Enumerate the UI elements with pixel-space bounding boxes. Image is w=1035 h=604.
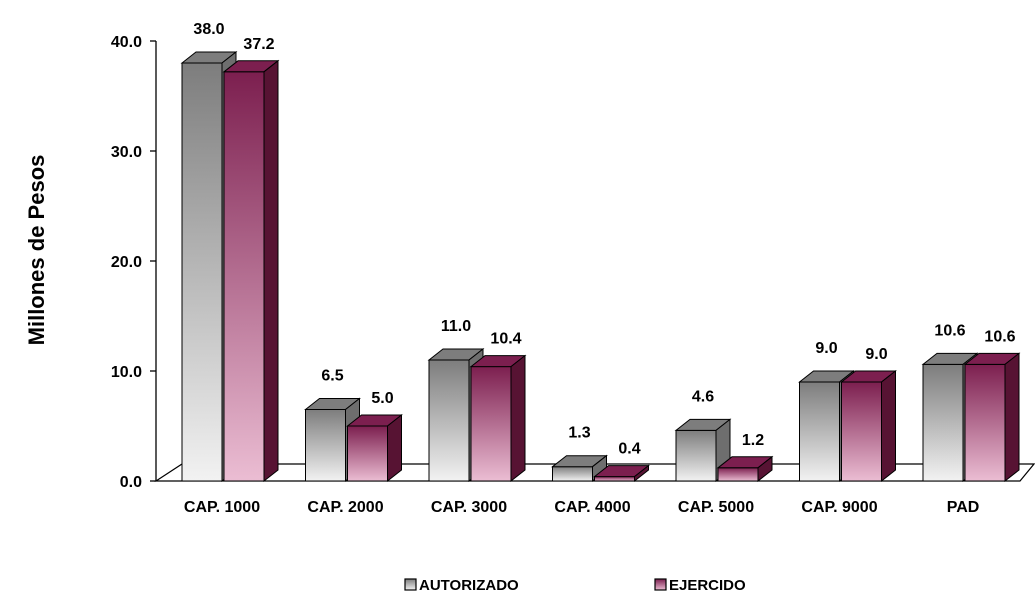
y-axis-label: Millones de Pesos [24, 155, 49, 346]
data-label: 9.0 [865, 346, 887, 363]
legend-swatch-ejercido [654, 578, 667, 591]
x-category-label: CAP. 3000 [431, 499, 507, 516]
data-label: 4.6 [692, 388, 714, 405]
bar-autorizado-front [552, 466, 593, 482]
bar-ejercido-side [881, 369, 896, 483]
bar-ejercido-side [510, 354, 526, 483]
bar-ejercido-side [1004, 352, 1020, 483]
bar-autorizado-front [181, 62, 223, 482]
bar-ejercido-side [757, 455, 773, 483]
bar-ejercido-front [347, 425, 388, 482]
data-label: 10.4 [490, 331, 521, 348]
bar-ejercido-front [841, 381, 882, 482]
data-label: 37.2 [243, 36, 274, 53]
y-tick-label: 10.0 [111, 364, 142, 381]
x-category-label: CAP. 2000 [307, 499, 383, 516]
data-label: 38.0 [193, 21, 224, 38]
y-tick-label: 0.0 [120, 474, 142, 491]
bar-ejercido-front [717, 467, 759, 482]
bar-ejercido-front [470, 366, 512, 482]
y-tick-label: 40.0 [111, 34, 142, 51]
x-category-label: CAP. 4000 [554, 499, 630, 516]
legend-label-autorizado: AUTORIZADO [419, 577, 519, 594]
data-label: 10.6 [934, 322, 965, 339]
x-category-label: PAD [947, 499, 980, 516]
bar-autorizado-front [799, 381, 840, 482]
data-label: 6.5 [321, 368, 343, 385]
data-label: 0.4 [618, 441, 640, 458]
bar-ejercido-side [634, 464, 649, 483]
bar-autorizado-front [922, 363, 964, 482]
y-tick-label: 30.0 [111, 144, 142, 161]
bar-autorizado-front [305, 409, 346, 482]
x-category-label: CAP. 9000 [801, 499, 877, 516]
bar-autorizado-front [675, 429, 717, 482]
data-label: 10.6 [984, 328, 1015, 345]
data-label: 1.2 [742, 432, 764, 449]
bar-ejercido-front [223, 71, 265, 482]
data-label: 5.0 [371, 390, 393, 407]
bar-ejercido-front [964, 363, 1006, 482]
legend-label-ejercido: EJERCIDO [669, 577, 746, 594]
bar-autorizado-front [428, 359, 470, 482]
legend-swatch-autorizado [404, 578, 417, 591]
bar-ejercido-side [387, 413, 402, 483]
data-label: 11.0 [441, 318, 471, 335]
x-category-label: CAP. 5000 [678, 499, 754, 516]
x-category-label: CAP. 1000 [184, 499, 260, 516]
data-label: 9.0 [815, 340, 837, 357]
y-tick-label: 20.0 [111, 254, 142, 271]
data-label: 1.3 [568, 425, 590, 442]
bar-ejercido-front [594, 476, 635, 482]
bar-ejercido-side [263, 59, 279, 483]
